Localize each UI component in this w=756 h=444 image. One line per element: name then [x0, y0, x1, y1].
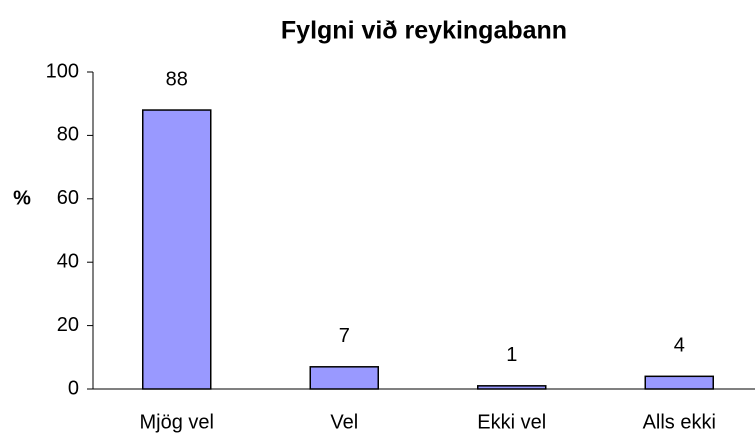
y-axis-label: %: [13, 187, 31, 209]
y-tick-label: 40: [57, 250, 79, 272]
data-label: 88: [166, 68, 188, 90]
x-tick-label: Vel: [330, 411, 358, 433]
y-tick-label: 20: [57, 314, 79, 336]
x-tick-label: Mjög vel: [140, 411, 214, 433]
y-tick-label: 100: [46, 60, 79, 82]
y-tick-label: 60: [57, 187, 79, 209]
data-label: 1: [506, 344, 517, 366]
bar: [309, 366, 379, 390]
bar: [142, 109, 212, 390]
y-tick-label: 80: [57, 124, 79, 146]
data-label: 4: [674, 335, 685, 357]
x-tick-label: Alls ekki: [643, 411, 716, 433]
data-label: 7: [339, 325, 350, 347]
x-tick-label: Ekki vel: [477, 411, 546, 433]
bar: [644, 375, 714, 390]
chart-title: Fylgni við reykingabann: [281, 17, 567, 45]
y-tick-label: 0: [68, 377, 79, 399]
